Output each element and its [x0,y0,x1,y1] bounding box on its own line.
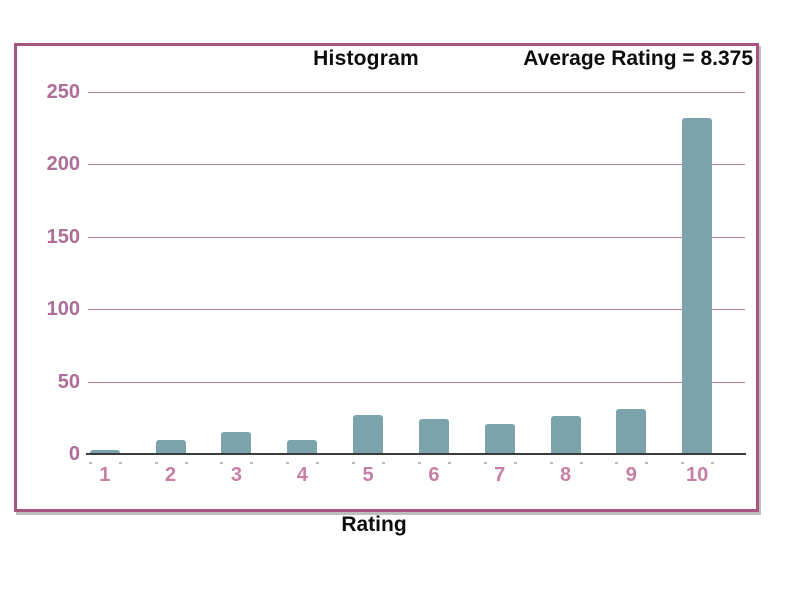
x-tick-label-10: 10 [686,464,709,486]
bar-rating-9 [616,409,647,454]
bar-rating-1 [89,450,120,454]
axis-tick [483,462,487,464]
bar-rating-2 [155,440,186,454]
x-tick-label-8: 8 [559,464,572,486]
bar-rating-6 [418,419,449,454]
y-tick-label-100: 100 [46,298,80,321]
chart-frame [14,43,759,512]
x-axis-title: Rating [341,513,407,536]
axis-tick [220,462,224,464]
y-tick-label-0: 0 [68,443,80,465]
bar-rating-5 [353,415,384,454]
chart-title: Histogram [313,47,419,70]
axis-tick [286,462,290,464]
gridline-200 [88,164,745,166]
x-tick-label-6: 6 [428,464,440,486]
y-tick-label-250: 250 [46,81,80,103]
bar-rating-4 [287,440,318,454]
axis-tick [184,462,188,464]
y-tick-label-150: 150 [46,225,80,248]
axis-tick [513,462,517,464]
x-tick-label-7: 7 [494,464,506,486]
bar-rating-10 [682,118,713,454]
bar-rating-8 [550,416,581,454]
y-tick-label-200: 200 [46,153,80,176]
x-tick-label-9: 9 [625,464,637,486]
x-tick-label-5: 5 [362,464,374,486]
gridline-250 [88,92,745,93]
gridline-50 [88,381,745,383]
x-tick-label-4: 4 [296,464,308,486]
axis-tick [250,462,254,464]
axis-tick [417,462,421,464]
gridline-150 [88,236,745,238]
axis-tick [447,462,451,464]
x-tick-label-2: 2 [165,464,177,486]
axis-tick [615,462,619,464]
axis-tick [681,462,685,464]
axis-tick [352,462,356,464]
axis-tick [88,462,92,464]
axis-tick [549,462,553,464]
bar-rating-3 [221,432,252,454]
x-axis-line [86,453,746,455]
axis-tick [316,462,320,464]
axis-tick [711,462,715,464]
axis-tick [118,462,122,464]
x-tick-label-3: 3 [230,464,242,486]
x-tick-label-1: 1 [99,464,111,486]
axis-tick [154,462,158,464]
y-tick-label-50: 50 [57,370,80,393]
gridline-100 [88,309,745,311]
average-rating-annotation: Average Rating = 8.375 [523,47,753,70]
axis-tick [579,462,583,464]
axis-tick [382,462,386,464]
bar-rating-7 [484,424,515,454]
axis-tick [645,462,649,464]
